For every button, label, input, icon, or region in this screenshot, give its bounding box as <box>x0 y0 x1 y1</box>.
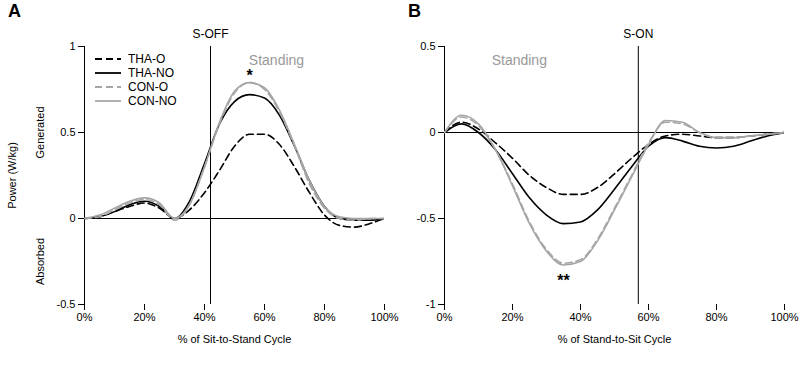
svg-text:80%: 80% <box>705 311 727 323</box>
svg-text:0: 0 <box>429 126 435 138</box>
html-text:CON-NO: CON-NO <box>128 94 177 108</box>
svg-text:-1: -1 <box>426 298 436 310</box>
svg-text:20%: 20% <box>501 311 523 323</box>
html-text:B: B <box>408 1 421 21</box>
svg-text:**: ** <box>557 272 570 289</box>
svg-text:100%: 100% <box>370 311 398 323</box>
svg-text:-0.5: -0.5 <box>57 298 76 310</box>
svg-text:Generated: Generated <box>34 107 46 159</box>
svg-text:Standing: Standing <box>249 52 304 68</box>
html-text:A: A <box>8 1 21 21</box>
svg-text:40%: 40% <box>193 311 215 323</box>
html-text:CON-O: CON-O <box>128 80 168 94</box>
svg-text:100%: 100% <box>770 311 798 323</box>
svg-text:1: 1 <box>69 40 75 52</box>
html-text:THA-O: THA-O <box>128 52 166 66</box>
svg-text:60%: 60% <box>253 311 275 323</box>
svg-text:0: 0 <box>69 212 75 224</box>
svg-text:0.5: 0.5 <box>420 40 435 52</box>
svg-text:20%: 20% <box>133 311 155 323</box>
svg-text:Power (W/kg): Power (W/kg) <box>6 142 18 209</box>
svg-text:% of Sit-to-Stand Cycle: % of Sit-to-Stand Cycle <box>178 333 292 345</box>
html-text:THA-NO: THA-NO <box>128 66 174 80</box>
svg-text:0%: 0% <box>437 311 453 323</box>
svg-text:40%: 40% <box>569 311 591 323</box>
svg-text:*: * <box>246 67 253 84</box>
svg-text:Standing: Standing <box>492 52 547 68</box>
svg-text:-0.5: -0.5 <box>417 212 436 224</box>
svg-text:0.5: 0.5 <box>60 126 75 138</box>
svg-text:0%: 0% <box>77 311 93 323</box>
svg-text:S-OFF: S-OFF <box>193 27 229 41</box>
svg-text:Absorbed: Absorbed <box>34 238 46 285</box>
svg-text:% of Stand-to-Sit Cycle: % of Stand-to-Sit Cycle <box>558 333 672 345</box>
svg-text:60%: 60% <box>637 311 659 323</box>
svg-text:S-ON: S-ON <box>623 27 653 41</box>
svg-text:80%: 80% <box>313 311 335 323</box>
